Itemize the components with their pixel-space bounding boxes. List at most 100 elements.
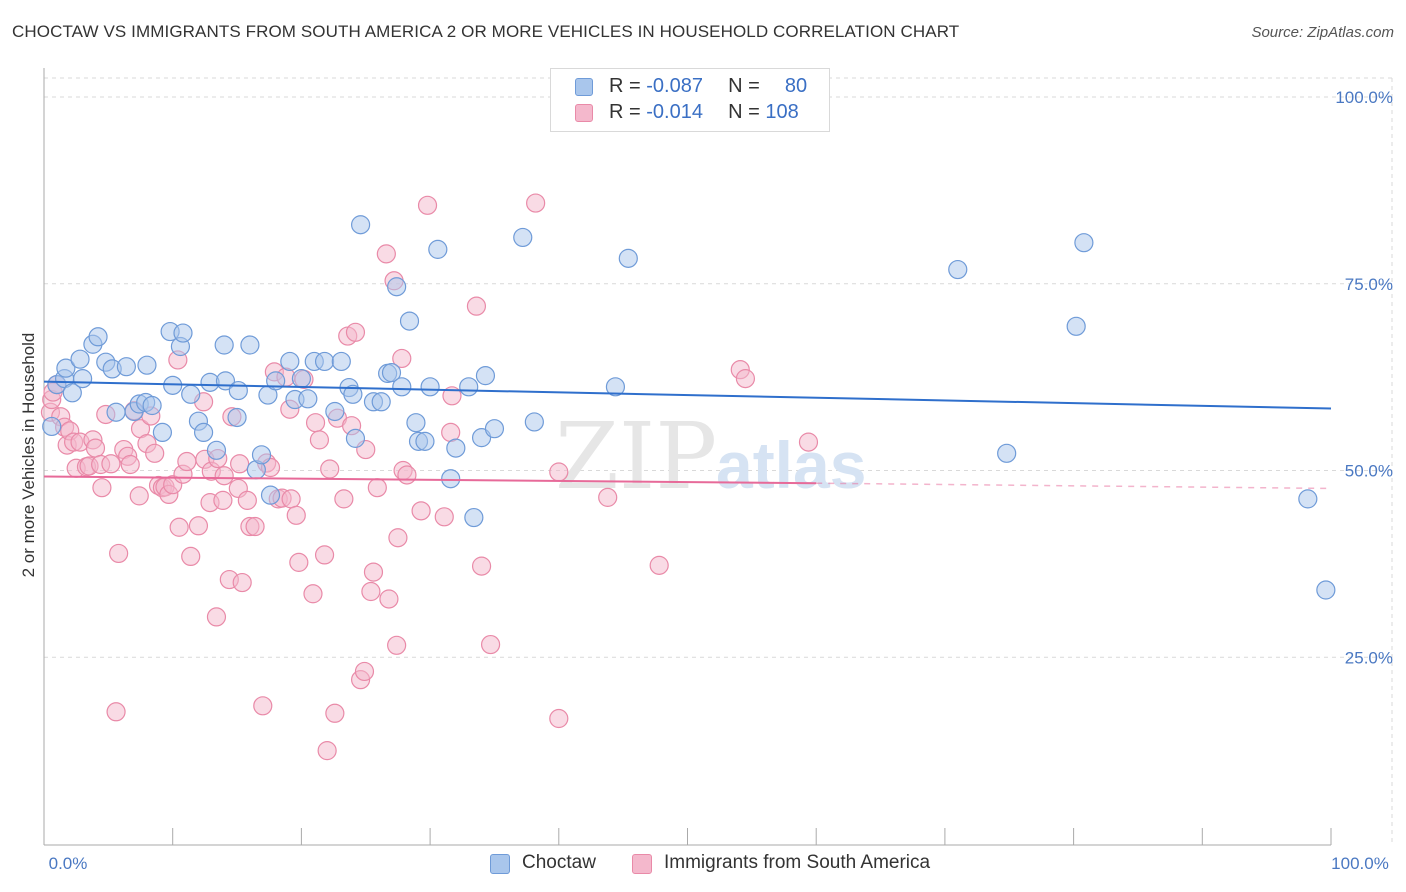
choctaw-point bbox=[142, 395, 162, 416]
choctaw-point bbox=[1066, 316, 1086, 336]
immigrants-point bbox=[361, 581, 381, 602]
choctaw-point bbox=[475, 366, 496, 386]
bottom-legend-label-immigrants: Immigrants from South America bbox=[664, 852, 931, 873]
choctaw-point bbox=[73, 369, 93, 389]
y-tick-label: 75.0% bbox=[1345, 275, 1393, 294]
immigrants-point bbox=[286, 505, 306, 525]
choctaw-point bbox=[42, 416, 62, 437]
immigrants-point bbox=[314, 545, 335, 565]
choctaw-point bbox=[181, 384, 201, 404]
watermark-zip: ZIP bbox=[555, 403, 717, 510]
immigrants-point bbox=[367, 478, 387, 498]
choctaw-point bbox=[948, 259, 968, 280]
choctaw-point bbox=[116, 357, 136, 377]
choctaw-point bbox=[70, 349, 90, 369]
choctaw-point bbox=[513, 227, 533, 248]
choctaw-point bbox=[1074, 233, 1094, 253]
immigrants-point bbox=[376, 244, 396, 264]
immigrants-point bbox=[480, 634, 501, 655]
immigrants-point bbox=[526, 193, 546, 213]
choctaw-trend-line bbox=[43, 380, 1332, 410]
choctaw-point bbox=[484, 419, 505, 439]
choctaw-point bbox=[618, 248, 638, 268]
immigrants-point bbox=[309, 430, 330, 450]
choctaw-point bbox=[152, 422, 173, 443]
immigrants-point bbox=[120, 454, 140, 475]
immigrants-point bbox=[109, 543, 129, 564]
bottom-legend-swatch-blue bbox=[490, 854, 510, 874]
immigrants-point bbox=[598, 487, 618, 507]
choctaw-point bbox=[56, 358, 76, 378]
choctaw-point bbox=[227, 407, 247, 428]
immigrants-point bbox=[232, 572, 252, 593]
axes bbox=[43, 68, 1332, 846]
immigrants-trend-extension bbox=[816, 482, 1332, 490]
immigrants-point bbox=[206, 607, 227, 627]
choctaw-point bbox=[371, 392, 391, 412]
choctaw-point bbox=[605, 377, 626, 397]
immigrants-point bbox=[145, 443, 165, 463]
chart-title: CHOCTAW VS IMMIGRANTS FROM SOUTH AMERICA… bbox=[12, 22, 960, 41]
legend-n-label: N = bbox=[728, 75, 760, 97]
immigrants-point bbox=[289, 552, 309, 572]
immigrants-point bbox=[214, 466, 234, 486]
choctaw-point bbox=[331, 351, 351, 372]
y-axis-label: 2 or more Vehicles in Household bbox=[19, 333, 38, 578]
choctaw-point bbox=[381, 363, 402, 383]
immigrants-point bbox=[649, 555, 669, 575]
immigrants-point bbox=[230, 454, 250, 474]
legend-r-label: R = bbox=[609, 75, 641, 97]
tick-labels: 25.0% 50.0% 75.0% 100.0% 0.0% 100.0% bbox=[49, 88, 1393, 873]
immigrants-point bbox=[181, 546, 201, 567]
x-tick-label-max: 100.0% bbox=[1331, 854, 1389, 873]
choctaw-point bbox=[387, 277, 407, 297]
y-tick-label: 50.0% bbox=[1345, 462, 1393, 481]
immigrants-point bbox=[305, 413, 326, 433]
immigrants-point bbox=[334, 489, 354, 509]
immigrants-point bbox=[92, 478, 112, 498]
legend-n-value: 80 bbox=[784, 75, 808, 97]
immigrants-point bbox=[442, 386, 462, 406]
legend-n-value: 108 bbox=[765, 101, 799, 123]
choctaw-point bbox=[206, 440, 227, 460]
immigrants-point bbox=[188, 516, 209, 536]
immigrants-point bbox=[169, 517, 189, 537]
legend-n-label: N = bbox=[728, 101, 760, 123]
choctaw-point bbox=[997, 443, 1017, 463]
choctaw-point bbox=[406, 413, 426, 433]
watermark-atlas: atlas bbox=[716, 428, 866, 502]
choctaw-point bbox=[1316, 580, 1336, 600]
y-tick-label: 100.0% bbox=[1335, 88, 1393, 107]
choctaw-point bbox=[441, 469, 461, 489]
immigrants-point bbox=[101, 454, 121, 474]
choctaw-point bbox=[193, 422, 214, 443]
immigrants-point bbox=[106, 702, 126, 722]
legend-r-value: -0.087 bbox=[646, 75, 703, 97]
immigrants-point bbox=[387, 635, 407, 655]
choctaw-point bbox=[314, 351, 335, 372]
immigrants-trend-line bbox=[43, 475, 817, 485]
immigrants-point bbox=[320, 459, 340, 479]
immigrants-point bbox=[317, 741, 337, 761]
immigrants-point bbox=[471, 556, 492, 576]
legend-text-choctaw: R = -0.087 N = 80 bbox=[609, 75, 807, 98]
immigrants-point bbox=[213, 490, 233, 510]
choctaw-point bbox=[1298, 489, 1318, 509]
immigrants-point bbox=[466, 296, 487, 316]
choctaw-point bbox=[420, 377, 440, 397]
choctaw-point bbox=[343, 384, 363, 404]
immigrants-point bbox=[237, 490, 257, 510]
choctaw-point bbox=[106, 402, 126, 422]
bottom-legend-label-choctaw: Choctaw bbox=[522, 852, 596, 873]
immigrants-point bbox=[549, 462, 569, 482]
y-tick-label: 25.0% bbox=[1345, 648, 1393, 667]
choctaw-point bbox=[392, 377, 412, 397]
choctaw-point bbox=[291, 369, 311, 389]
legend-swatch-pink bbox=[575, 104, 593, 122]
choctaw-point bbox=[298, 389, 318, 409]
choctaw-point bbox=[62, 383, 82, 403]
immigrants-point bbox=[303, 584, 323, 604]
bottom-legend-swatch-pink bbox=[632, 854, 652, 874]
immigrants-point bbox=[392, 348, 412, 369]
choctaw-point bbox=[464, 507, 484, 528]
